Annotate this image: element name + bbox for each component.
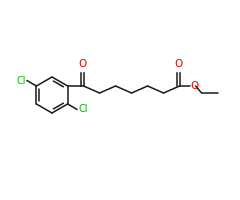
Text: O: O (191, 81, 199, 91)
Text: O: O (78, 59, 87, 69)
Text: Cl: Cl (78, 104, 88, 114)
Text: O: O (174, 59, 183, 69)
Text: Cl: Cl (16, 75, 26, 86)
